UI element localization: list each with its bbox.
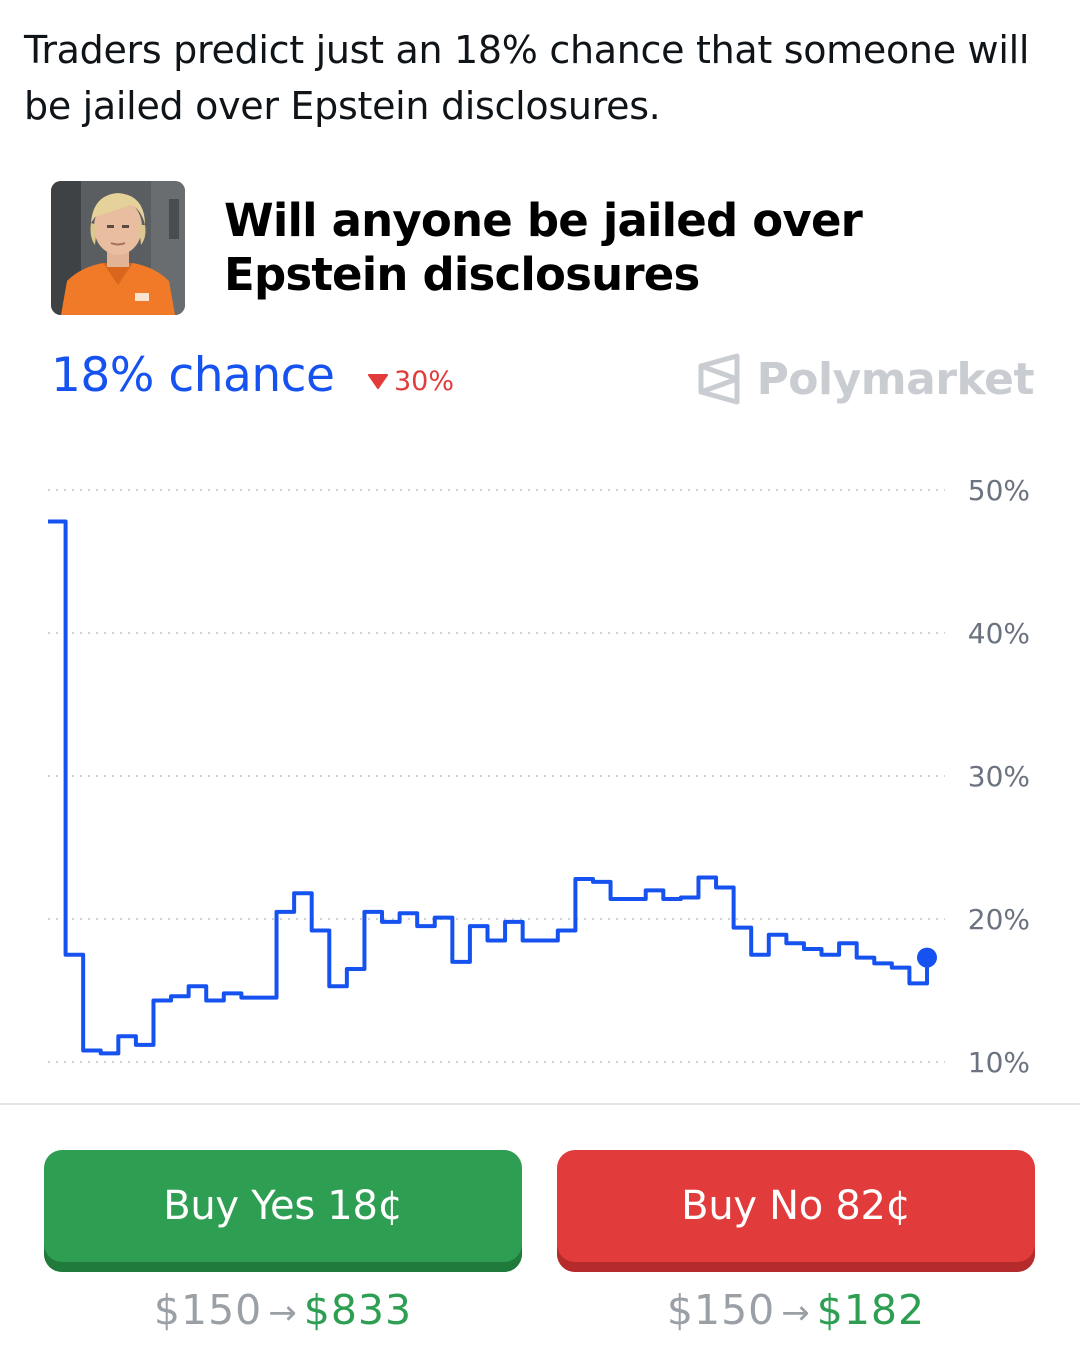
change-value: 30% xyxy=(394,365,455,397)
market-thumbnail-photo[interactable] xyxy=(51,181,185,315)
series-line xyxy=(48,519,929,1056)
divider xyxy=(0,1103,1080,1105)
market-title: Will anyone be jailed over Epstein discl… xyxy=(224,194,863,301)
y-tick-label: 10% xyxy=(968,1046,1030,1079)
chance-label: 18% chance xyxy=(51,348,335,403)
triangle-down-icon xyxy=(368,374,388,389)
change-badge: 30% xyxy=(368,364,454,398)
brand-name: Polymarket xyxy=(756,353,1035,405)
current-value-dot xyxy=(917,947,937,968)
buy-yes-button[interactable]: Buy Yes 18¢ xyxy=(44,1150,522,1272)
polymarket-brand[interactable]: Polymarket xyxy=(695,352,1035,406)
no-payout: $150 → $182 xyxy=(557,1286,1035,1334)
no-payout-return: $182 xyxy=(816,1286,926,1334)
probability-chart: 10% 20% 30% 40% 50% xyxy=(0,440,1080,1100)
post-text: Traders predict just an 18% chance that … xyxy=(24,28,1030,128)
portrait-image xyxy=(51,181,185,315)
yes-payout-stake: $150 xyxy=(153,1286,263,1334)
y-tick-label: 30% xyxy=(968,760,1030,793)
yes-payout-return: $833 xyxy=(303,1286,413,1334)
y-tick-label: 40% xyxy=(968,617,1030,650)
polymarket-logo-icon xyxy=(698,353,740,405)
no-payout-stake: $150 xyxy=(666,1286,776,1334)
y-tick-label: 20% xyxy=(968,903,1030,936)
y-tick-label: 50% xyxy=(968,474,1030,507)
buy-no-button[interactable]: Buy No 82¢ xyxy=(557,1150,1035,1272)
arrow-right-icon: → xyxy=(268,1293,298,1333)
yes-payout: $150 → $833 xyxy=(44,1286,522,1334)
arrow-right-icon: → xyxy=(781,1293,811,1333)
chart-svg: 10% 20% 30% 40% 50% xyxy=(48,474,1030,1079)
